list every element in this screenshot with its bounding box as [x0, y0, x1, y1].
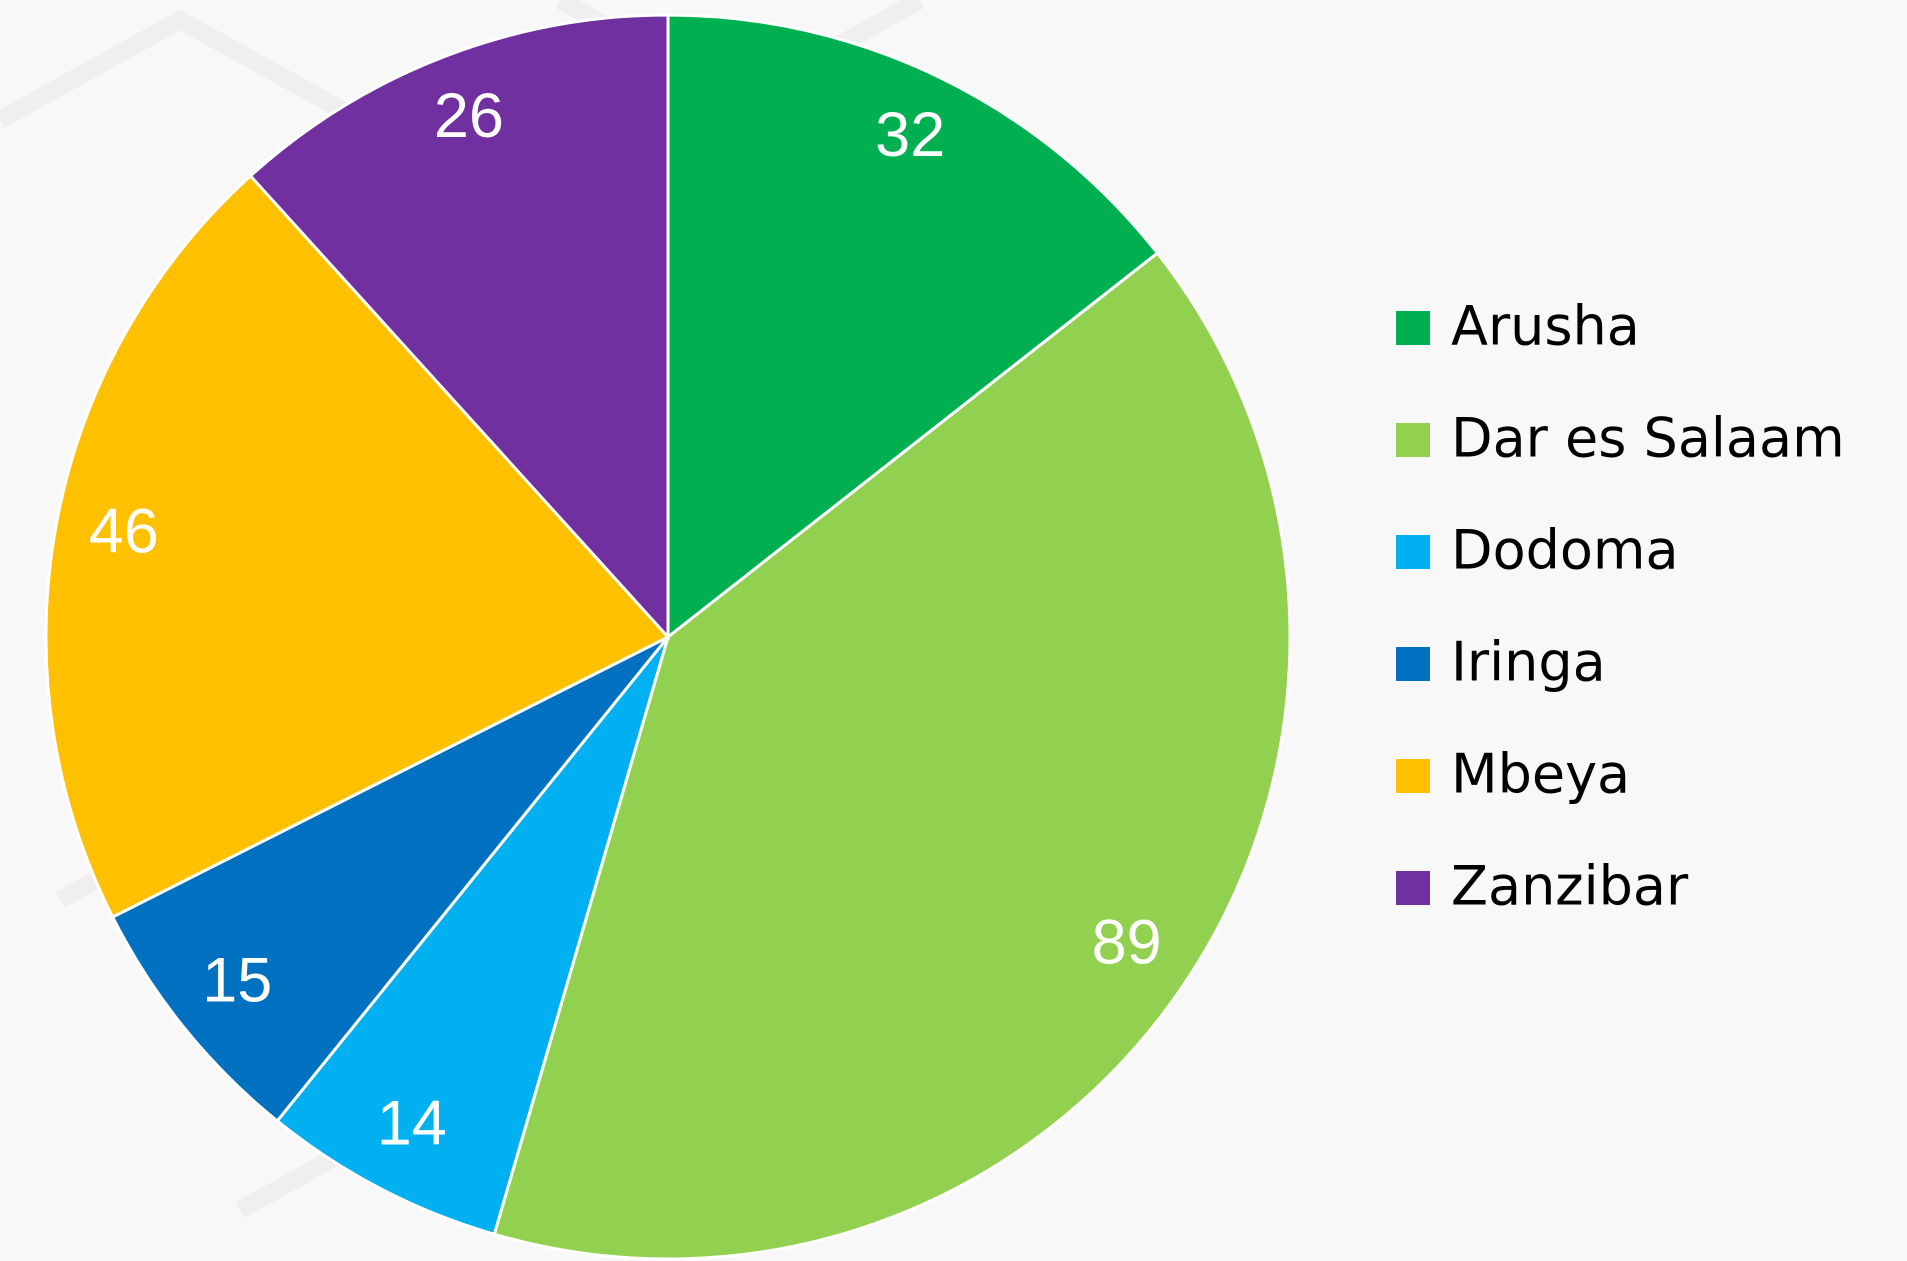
legend-label: Arusha: [1451, 295, 1640, 358]
pie-slice: [275, 636, 670, 1237]
legend-label: Dar es Salaam: [1451, 407, 1845, 470]
pie-slice: [44, 173, 671, 920]
pie-slice: [666, 13, 1160, 641]
legend-swatch: [1396, 311, 1430, 345]
data-label: 14: [377, 1088, 447, 1158]
data-label: 32: [875, 100, 945, 170]
legend-swatch: [1396, 759, 1430, 793]
legend-swatch: [1396, 871, 1430, 905]
data-label: 15: [202, 945, 272, 1015]
data-label: 26: [434, 81, 504, 151]
pie-slice: [248, 13, 670, 641]
legend-label: Mbeya: [1451, 743, 1630, 806]
legend-swatch: [1396, 423, 1430, 457]
legend-swatch: [1396, 535, 1430, 569]
pie-slice: [492, 251, 1292, 1261]
legend-swatch: [1396, 647, 1430, 681]
legend-label: Dodoma: [1451, 519, 1679, 582]
data-label: 46: [89, 496, 159, 566]
pie-slice: [110, 635, 670, 1124]
data-label: 89: [1092, 908, 1162, 978]
legend-label: Iringa: [1451, 631, 1606, 694]
legend-label: Zanzibar: [1451, 855, 1689, 918]
